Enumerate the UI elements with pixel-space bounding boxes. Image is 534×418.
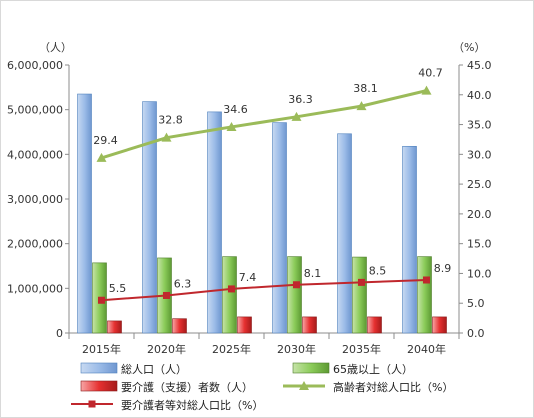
right-axis-unit: （%）: [453, 41, 485, 54]
bar-care-recipients: [172, 318, 187, 334]
right-tick-label: 10.0: [467, 267, 492, 280]
right-tick-label: 30.0: [467, 148, 492, 161]
bar-care-recipients: [107, 320, 122, 334]
marker-senior-ratio: [96, 152, 107, 162]
right-tick-label: 35.0: [467, 119, 492, 132]
marker-care-ratio: [163, 291, 170, 299]
data-label-care-ratio: 8.9: [434, 262, 452, 275]
legend-label: 要介護（支援）者数（人）: [121, 380, 253, 394]
legend-label: 総人口（人）: [121, 362, 187, 376]
right-tick-label: 20.0: [467, 208, 492, 221]
marker-senior-ratio: [161, 132, 172, 142]
right-tick-label: 40.0: [467, 89, 492, 102]
left-tick-label: 1,000,000: [7, 282, 63, 295]
marker-care-ratio: [358, 278, 365, 286]
x-tick-label: 2035年: [342, 342, 381, 356]
data-label-senior-ratio: 32.8: [158, 114, 183, 127]
bar-age-65-plus: [287, 256, 302, 334]
data-label-senior-ratio: 29.4: [93, 134, 118, 147]
data-label-senior-ratio: 40.7: [418, 67, 443, 80]
bar-age-65-plus: [352, 256, 367, 334]
data-label-care-ratio: 8.5: [369, 264, 387, 277]
left-tick-label: 3,000,000: [7, 193, 63, 206]
legend-marker: [88, 400, 96, 408]
marker-senior-ratio: [356, 101, 367, 111]
line-care-ratio: [101, 278, 427, 302]
right-tick-label: 0.0: [467, 327, 485, 340]
right-tick-label: 25.0: [467, 178, 492, 191]
bar-age-65-plus: [417, 256, 432, 334]
legend-label: 65歳以上（人）: [333, 363, 413, 376]
data-label-senior-ratio: 36.3: [288, 93, 313, 106]
right-tick-label: 45.0: [467, 59, 492, 72]
data-label-care-ratio: 6.3: [174, 277, 192, 290]
marker-senior-ratio: [291, 111, 302, 121]
left-tick-label: 5,000,000: [7, 104, 63, 117]
left-axis-unit: （人）: [39, 41, 72, 54]
data-label-care-ratio: 5.5: [109, 282, 127, 295]
left-tick-label: 6,000,000: [7, 59, 63, 72]
right-tick-label: 15.0: [467, 238, 492, 251]
data-label-care-ratio: 7.4: [239, 271, 257, 284]
bar-total-population: [402, 145, 417, 334]
x-tick-label: 2025年: [212, 342, 251, 356]
x-tick-label: 2030年: [277, 342, 316, 356]
left-tick-label: 2,000,000: [7, 238, 63, 251]
bar-care-recipients: [432, 316, 447, 334]
x-tick-label: 2020年: [147, 342, 186, 356]
legend-swatch: [80, 380, 118, 392]
bar-care-recipients: [237, 316, 252, 334]
x-tick-label: 2040年: [407, 342, 446, 356]
bar-care-recipients: [302, 316, 317, 334]
legend-label: 要介護者等対総人口比（%）: [121, 398, 263, 412]
marker-care-ratio: [228, 285, 235, 293]
bar-total-population: [207, 111, 222, 334]
marker-care-ratio: [423, 276, 430, 284]
legend-swatch: [80, 362, 118, 374]
legend-marker: [299, 381, 309, 390]
bar-total-population: [142, 101, 157, 334]
x-tick-label: 2015年: [82, 342, 121, 356]
data-label-care-ratio: 8.1: [304, 267, 322, 280]
marker-care-ratio: [293, 281, 300, 289]
marker-senior-ratio: [226, 121, 237, 131]
marker-senior-ratio: [421, 85, 432, 95]
left-tick-label: 0: [56, 327, 63, 340]
right-tick-label: 5.0: [467, 297, 485, 310]
data-label-senior-ratio: 38.1: [353, 82, 378, 95]
bar-total-population: [272, 122, 287, 334]
legend-swatch: [292, 362, 330, 374]
marker-care-ratio: [98, 296, 105, 304]
data-label-senior-ratio: 34.6: [223, 103, 248, 116]
bar-total-population: [77, 93, 92, 334]
bar-total-population: [337, 133, 352, 334]
bar-age-65-plus: [222, 256, 237, 334]
bar-care-recipients: [367, 316, 382, 334]
line-senior-ratio: [101, 89, 427, 160]
left-tick-label: 4,000,000: [7, 148, 63, 161]
legend-label: 高齢者対総人口比（%）: [333, 380, 453, 394]
